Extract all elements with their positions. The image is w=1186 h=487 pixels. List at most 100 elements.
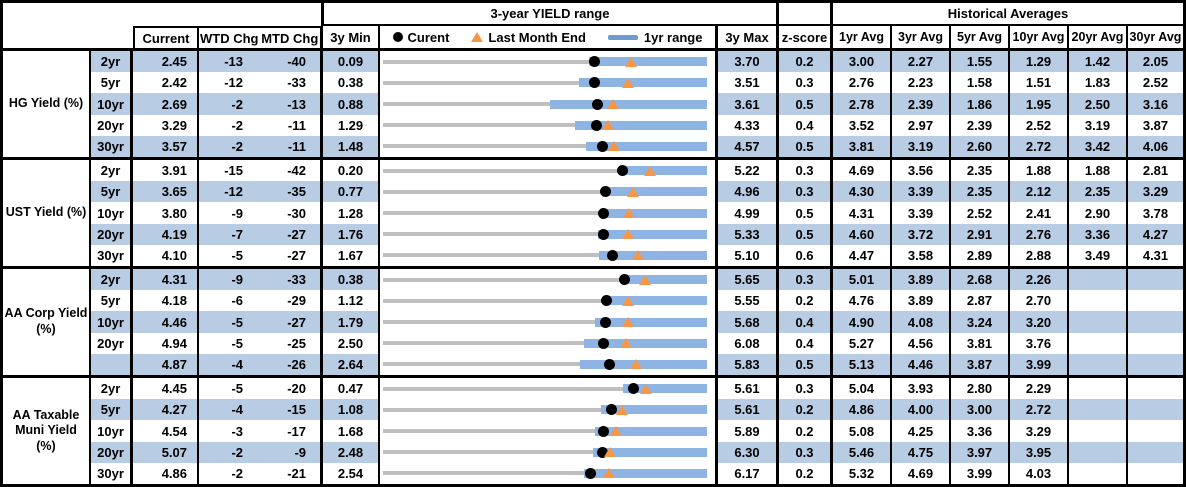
tenor-cell: 5yr: [91, 399, 133, 421]
avg-value: 3.39: [892, 202, 951, 224]
mtd-chg-value: -27: [261, 223, 323, 245]
z-score-value: 0.5: [779, 353, 833, 376]
wtd-chg-value: -9: [231, 205, 243, 221]
current-dot: [619, 274, 631, 286]
avg-value: [1069, 399, 1128, 421]
avg-value: 3.56: [892, 160, 951, 182]
avg-value: [1128, 354, 1183, 375]
mtd-chg-value: -11: [261, 135, 323, 158]
table-row: 5yr 4.18 -6 -29 1.12 5.55 0.2 4.76 3.89 2.87 2.70: [91, 290, 1183, 312]
avg-value: 4.31: [1142, 247, 1169, 263]
avg-value: 3.76: [1010, 332, 1069, 354]
z-score-value: 0.3: [779, 160, 833, 182]
last-month-end-triangle: [610, 426, 623, 436]
one-year-range-bar: [583, 338, 707, 348]
avg-value: 5.01: [833, 269, 892, 291]
yield-range-header: 3-year YIELD range: [321, 3, 779, 26]
y3-min-value: 0.88: [323, 93, 380, 115]
tenor-cell: 20yr: [91, 223, 133, 245]
table-row: 20yr 4.19 -7 -27 1.76 5.33 0.5 4.60 3.72 2.91 2.76…: [91, 223, 1183, 245]
one-year-range-bar: [603, 296, 707, 306]
chart-track-area: [383, 442, 707, 463]
one-year-range-bar: [593, 447, 707, 457]
avg-value: 4.06: [1142, 138, 1169, 154]
three-year-range-track: [383, 320, 707, 324]
last-month-end-triangle: [602, 468, 615, 479]
avg-value: 3.36: [951, 420, 1010, 442]
legend-item-last-month: Last Month End: [471, 30, 586, 45]
avg-value: [1069, 378, 1128, 400]
table-row: 20yr 5.07 -2 -9 2.48 6.30 0.3 5.46 4.75 3.97 3.95: [91, 441, 1183, 463]
avg-value: 2.87: [951, 290, 1010, 312]
current-dot: [590, 119, 602, 131]
z-score-value: 0.2: [779, 290, 833, 312]
last-month-end-triangle: [624, 56, 637, 67]
current-value: 4.94: [133, 332, 199, 354]
legend-last-month-label: Last Month End: [488, 29, 586, 45]
last-month-end-triangle: [607, 141, 620, 152]
yield-group: UST Yield (%) 2yr 3.91 -15 -42 0.20 5.22 0.3 4.6…: [3, 157, 1183, 267]
col-header-3y-max: 3y Max: [718, 26, 779, 48]
y3-max-value: 5.68: [718, 311, 779, 333]
group-label-line: (%): [36, 438, 56, 453]
col-header-3yr-avg: 3yr Avg: [892, 26, 951, 48]
avg-value: 3.99: [1010, 353, 1069, 376]
one-year-range-bar: [578, 78, 707, 88]
wtd-chg-value: -2: [231, 138, 243, 154]
avg-value: 2.35: [1069, 181, 1128, 203]
last-month-end-triangle: [626, 186, 639, 197]
z-score-value: 0.2: [779, 399, 833, 421]
y3-max-value: 4.57: [718, 135, 779, 158]
avg-value: 2.80: [951, 378, 1010, 400]
range-chart-cell: [380, 462, 718, 484]
mtd-chg-value: -29: [261, 290, 323, 312]
avg-value: [1069, 420, 1128, 442]
y3-max-value: 3.51: [718, 72, 779, 94]
table-row: 5yr 3.65 -12 -35 0.77 4.96 0.3 4.30 3.39 2.35 2.12…: [91, 181, 1183, 203]
three-year-range-track: [383, 189, 707, 194]
z-score-value: 0.6: [779, 244, 833, 267]
avg-value: 2.70: [1010, 290, 1069, 312]
tenor-cell: 20yr: [91, 332, 133, 354]
avg-value: 4.03: [1010, 462, 1069, 484]
current-value: 4.86: [133, 462, 199, 484]
y3-max-value: 5.10: [718, 244, 779, 267]
wtd-chg-value: -2: [231, 96, 243, 112]
current-dot: [603, 358, 615, 370]
avg-value: 2.76: [1010, 223, 1069, 245]
chart-track-area: [383, 224, 707, 245]
avg-value: 2.88: [1010, 244, 1069, 267]
chart-track-area: [383, 311, 707, 332]
tenor-cell: 30yr: [91, 244, 133, 267]
mtd-chg-value: -42: [261, 160, 323, 182]
current-dot: [600, 186, 612, 198]
z-score-value: 0.5: [779, 202, 833, 224]
three-year-range-track: [383, 80, 707, 85]
three-year-range-track: [383, 429, 707, 433]
mtd-chg-value: -9: [261, 441, 323, 463]
avg-value: 2.41: [1010, 202, 1069, 224]
current-dot: [597, 446, 609, 458]
avg-value: 3.19: [892, 135, 951, 158]
y3-max-value: 5.89: [718, 420, 779, 442]
y3-min-value: 1.67: [323, 244, 380, 267]
chart-track-area: [383, 420, 707, 441]
chart-track-area: [383, 160, 707, 181]
z-score-value: 0.3: [779, 181, 833, 203]
range-chart-cell: [380, 72, 718, 94]
y3-max-value: 5.61: [718, 399, 779, 421]
current-dot: [598, 228, 610, 240]
y3-min-value: 0.20: [323, 160, 380, 182]
y3-max-value: 3.61: [718, 93, 779, 115]
current-value: 4.18: [133, 290, 199, 312]
y3-max-value: 6.30: [718, 441, 779, 463]
y3-min-value: 1.28: [323, 202, 380, 224]
current-value: 4.45: [133, 378, 199, 400]
wtd-chg-value: -13: [224, 54, 243, 70]
y3-min-value: 1.48: [323, 135, 380, 158]
one-year-range-bar: [622, 384, 707, 394]
avg-value: [1128, 290, 1183, 311]
chart-track-area: [383, 115, 707, 136]
mtd-chg-value: -33: [261, 269, 323, 291]
